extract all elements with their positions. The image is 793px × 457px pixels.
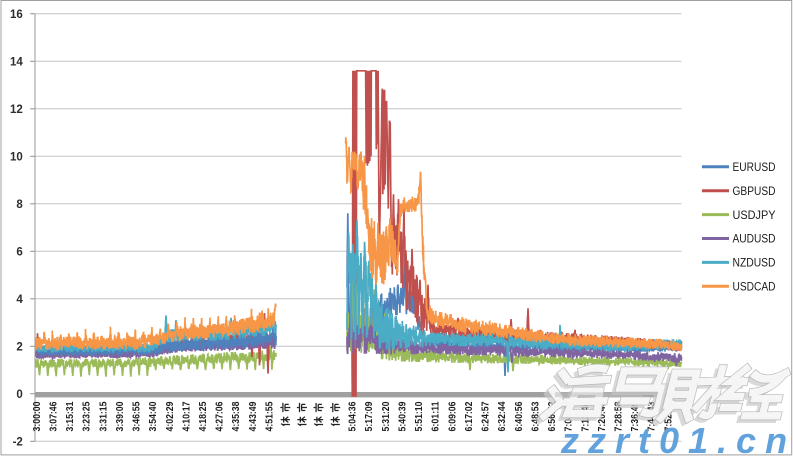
svg-text:4:51:55: 4:51:55 <box>264 401 276 431</box>
svg-text:AUDUSD: AUDUSD <box>733 234 776 246</box>
svg-text:7:36:49: 7:36:49 <box>629 401 641 431</box>
svg-text:16: 16 <box>10 9 23 21</box>
svg-text:2: 2 <box>16 341 22 353</box>
svg-text:6:40:56: 6:40:56 <box>513 401 525 431</box>
svg-text:5:51:10: 5:51:10 <box>413 401 425 431</box>
svg-text:4: 4 <box>16 294 23 306</box>
svg-text:4:02:29: 4:02:29 <box>164 401 176 431</box>
svg-text:4:10:17: 4:10:17 <box>180 401 192 431</box>
svg-text:7:28:58: 7:28:58 <box>613 401 625 431</box>
svg-text:GBPUSD: GBPUSD <box>733 186 776 198</box>
svg-text:6:09:06: 6:09:06 <box>446 401 458 431</box>
svg-text:4:35:38: 4:35:38 <box>230 401 242 431</box>
svg-text:14: 14 <box>10 56 23 68</box>
svg-text:5:04:36: 5:04:36 <box>347 401 359 431</box>
svg-text:6:17:02: 6:17:02 <box>463 401 475 431</box>
svg-text:5:17:09: 5:17:09 <box>363 401 375 431</box>
svg-text:6:01:11: 6:01:11 <box>430 401 442 431</box>
svg-text:zzrt01.cn: zzrt01.cn <box>560 420 793 457</box>
svg-text:USDCAD: USDCAD <box>733 282 776 294</box>
svg-text:3:46:55: 3:46:55 <box>131 401 143 431</box>
svg-text:4:43:49: 4:43:49 <box>247 401 259 431</box>
svg-text:3:31:15: 3:31:15 <box>97 401 109 431</box>
svg-text:4:18:25: 4:18:25 <box>197 401 209 431</box>
svg-text:8: 8 <box>16 199 23 211</box>
svg-text:5:40:39: 5:40:39 <box>396 401 408 431</box>
svg-text:EURUSD: EURUSD <box>733 162 776 174</box>
svg-text:0: 0 <box>16 389 22 401</box>
svg-text:6:32:44: 6:32:44 <box>496 401 508 431</box>
svg-text:3:39:00: 3:39:00 <box>114 401 126 431</box>
svg-text:3:23:25: 3:23:25 <box>81 401 93 431</box>
svg-text:4:27:06: 4:27:06 <box>214 401 226 431</box>
svg-text:5:31:20: 5:31:20 <box>380 401 392 431</box>
svg-text:12: 12 <box>10 104 23 116</box>
svg-text:6: 6 <box>16 246 22 258</box>
svg-text:10: 10 <box>10 151 23 163</box>
svg-text:-2: -2 <box>13 436 23 448</box>
svg-text:6:24:57: 6:24:57 <box>480 401 492 431</box>
svg-text:3:54:40: 3:54:40 <box>147 401 159 431</box>
svg-text:3:00:00: 3:00:00 <box>31 401 43 431</box>
svg-text:USDJPY: USDJPY <box>733 210 776 222</box>
svg-text:3:15:31: 3:15:31 <box>64 401 76 431</box>
svg-text:3:07:46: 3:07:46 <box>47 401 59 431</box>
svg-text:NZDUSD: NZDUSD <box>733 258 776 270</box>
